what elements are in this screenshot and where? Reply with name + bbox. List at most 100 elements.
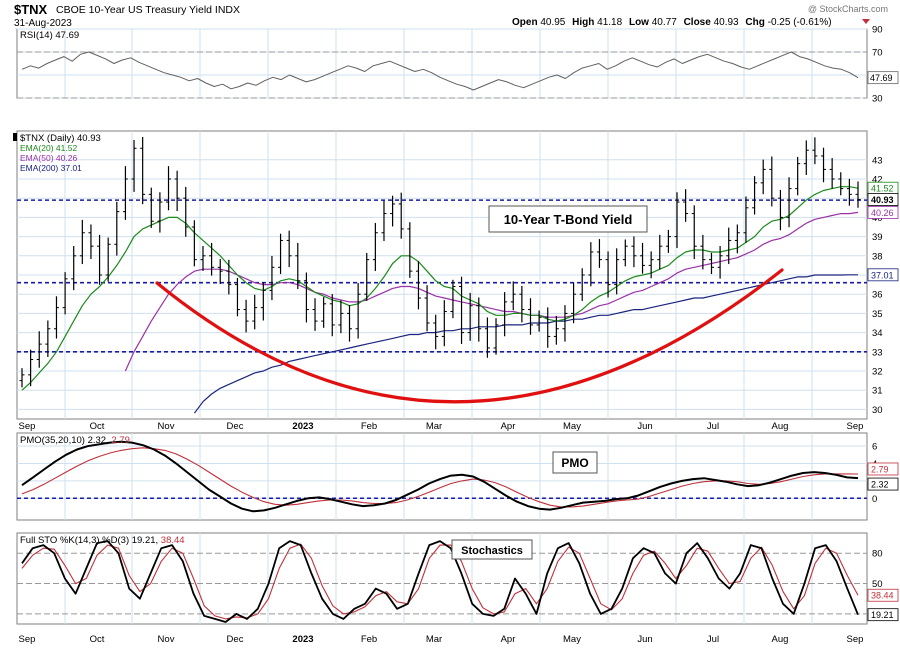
price-bar (140, 136, 146, 205)
price-tag-ema50: 40.26 (871, 208, 894, 218)
pmo-signal-tag: 2.79 (871, 464, 889, 474)
price-bar (441, 300, 447, 347)
price-tick-label: 31 (872, 386, 883, 397)
price-bar (407, 222, 413, 278)
price-bar (131, 140, 137, 192)
price-tick-label: 43 (872, 155, 883, 166)
price-bar (631, 236, 637, 268)
date-label-bottom: 2023 (292, 634, 313, 645)
price-bar (191, 220, 197, 267)
price-bar (459, 276, 465, 344)
pmo-legend: PMO(35,20,10) 2.32, 2.79 (20, 435, 130, 446)
price-bar (53, 296, 59, 339)
price-bar (105, 237, 111, 282)
price-bar (821, 147, 827, 183)
price-bar (760, 159, 766, 195)
close-label: Close (684, 17, 712, 28)
sto-frame (16, 532, 868, 625)
price-panel: 303132333435363738394041424341.5240.9340… (13, 130, 899, 420)
chart-header: $TNX CBOE 10-Year US Treasury Yield INDX… (14, 2, 888, 29)
price-bar (260, 282, 266, 321)
price-tick-label: 38 (872, 251, 883, 262)
price-bar (79, 219, 85, 265)
price-bar (303, 272, 309, 323)
price-tick-label: 34 (872, 328, 883, 339)
price-bar (209, 242, 215, 276)
price-bar (622, 239, 628, 267)
pmo-value-tag: 2.32 (871, 480, 889, 490)
price-bar (786, 177, 792, 228)
date-label-top: Sep (847, 421, 864, 432)
price-bar (234, 277, 240, 317)
low-value: 40.77 (652, 17, 677, 28)
rounding-bottom-curve (155, 268, 784, 404)
sto-legend: Full STO %K(14,3) %D(3) 19.21, 38.44 (20, 535, 185, 546)
date-label-bottom: Jun (637, 634, 652, 645)
price-bar (286, 230, 292, 268)
price-bar (329, 294, 335, 337)
price-bar (312, 298, 318, 331)
price-bar (355, 282, 361, 339)
price-bar (424, 285, 430, 332)
price-bar (855, 181, 861, 208)
date-label-top: May (563, 421, 581, 432)
price-bar (183, 186, 189, 237)
sto-d-tag-box (867, 588, 899, 602)
open-label: Open (512, 17, 538, 28)
price-bar (278, 233, 284, 275)
price-bar (269, 255, 275, 301)
price-bar (726, 227, 732, 265)
date-label-top: Aug (772, 421, 789, 432)
price-bar (640, 242, 646, 274)
price-bar (493, 318, 499, 355)
pmo-title: PMO (561, 456, 588, 470)
high-value: 41.18 (597, 17, 622, 28)
price-tick-label: 42 (872, 175, 883, 186)
sto-k-line (21, 540, 859, 623)
date-label-bottom: Oct (90, 634, 105, 645)
ema20-line (21, 186, 859, 391)
legend-ema200: EMA(200) 37.01 (20, 163, 82, 173)
price-bar (36, 331, 42, 368)
price-bar (252, 294, 258, 330)
price-tick-label: 35 (872, 309, 883, 320)
date-label-bottom: Sep (19, 634, 36, 645)
price-bar (243, 299, 249, 333)
sto-title: Stochastics (461, 545, 523, 557)
price-tag-close: 40.93 (871, 195, 894, 205)
price-tick-label: 39 (872, 232, 883, 243)
price-bar (226, 259, 232, 295)
price-bar (579, 268, 585, 301)
price-bar (545, 307, 551, 348)
price-bar (596, 239, 602, 268)
price-bar (295, 242, 301, 290)
price-bar (648, 251, 654, 279)
date-label-bottom: Sep (847, 634, 864, 645)
chart-date: 31-Aug-2023 (14, 18, 72, 29)
price-bar (157, 192, 163, 233)
price-bar (502, 292, 508, 337)
date-axis-top: Sep Oct Nov Dec 2023 Feb Mar Apr May Jun Jul Aug Sep (19, 421, 864, 432)
price-bar (484, 317, 490, 358)
pmo-signal-tag-box (867, 462, 899, 476)
price-bar (614, 248, 620, 295)
rsi-line (21, 51, 859, 91)
date-label-top: Oct (90, 421, 105, 432)
sto-tick-label: 80 (872, 549, 883, 560)
price-tick-label: 30 (872, 405, 883, 416)
date-label-bottom: Nov (158, 634, 175, 645)
date-label-bottom: Mar (426, 634, 442, 645)
price-bar (450, 279, 456, 319)
price-tick-label: 33 (872, 347, 883, 358)
price-title: 10-Year T-Bond Yield (504, 212, 633, 227)
price-bar (390, 195, 396, 227)
price-bar (708, 252, 714, 275)
price-bar (795, 156, 801, 196)
price-tag-close-box (867, 193, 899, 206)
price-tag-ema200-box (867, 268, 899, 282)
symbol-description: CBOE 10-Year US Treasury Yield INDX (56, 4, 240, 16)
chg-label: Chg (745, 17, 764, 28)
price-bar (571, 282, 577, 324)
price-bar (467, 292, 473, 341)
date-label-top: Dec (227, 421, 244, 432)
